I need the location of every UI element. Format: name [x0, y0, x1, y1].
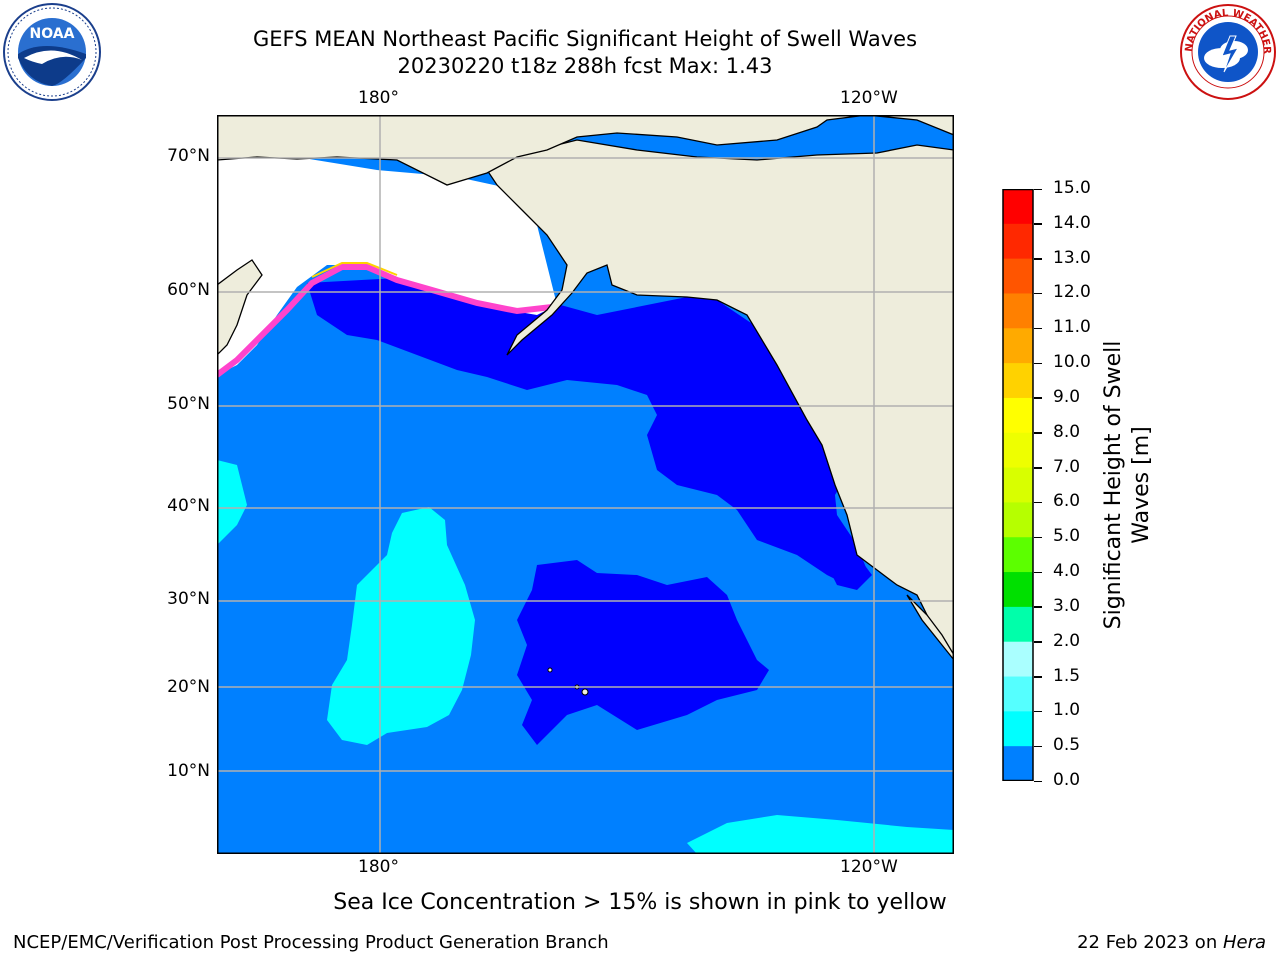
colorbar-segment — [1003, 711, 1033, 747]
swell-region-low-coast — [817, 515, 872, 590]
colorbar-segment — [1003, 502, 1033, 538]
noaa-logo: NOAA — [3, 3, 101, 101]
colorbar-frame — [1002, 189, 1034, 781]
colorbar-tick — [1034, 188, 1042, 190]
colorbar-segment — [1003, 432, 1033, 469]
lon-label-top-120w: 120°W — [840, 88, 898, 108]
colorbar-segment — [1003, 676, 1033, 712]
colorbar-title-line2: Waves [m] — [1129, 426, 1154, 544]
footer-date: 22 Feb 2023 on — [1077, 932, 1223, 953]
colorbar-tick-label: 3.0 — [1053, 595, 1081, 616]
swell-region-low-gulf-alaska — [307, 277, 867, 585]
swell-region-high-edge — [217, 460, 247, 545]
map-title: GEFS MEAN Northeast Pacific Significant … — [252, 27, 918, 51]
hawaii-big-island — [581, 688, 589, 696]
swell-height-map — [217, 115, 954, 854]
colorbar-tick-label: 0.5 — [1053, 735, 1081, 756]
land-baja — [906, 594, 954, 662]
swell-region-low-central — [517, 560, 769, 745]
colorbar-tick — [1034, 501, 1042, 504]
colorbar-tick-label: 10.0 — [1053, 352, 1091, 373]
colorbar-tick-label: 14.0 — [1053, 212, 1091, 233]
colorbar-tick — [1034, 745, 1042, 748]
swell-region-high-west — [327, 507, 475, 745]
colorbar-tick — [1034, 606, 1042, 608]
colorbar-tick — [1034, 710, 1042, 713]
colorbar-segment — [1003, 293, 1033, 329]
colorbar-title: Significant Height of Swell Waves [m] — [1100, 341, 1156, 630]
colorbar-tick — [1034, 571, 1042, 574]
nws-logo: NATIONAL WEATHER SERVICE — [1178, 2, 1276, 100]
lat-label-30n: 30°N — [167, 589, 210, 609]
colorbar-tick-label: 8.0 — [1053, 421, 1081, 442]
lon-label-bottom-120w: 120°W — [840, 857, 898, 877]
lat-label-60n: 60°N — [167, 280, 210, 300]
colorbar-segment — [1003, 223, 1033, 260]
colorbar-segment — [1003, 258, 1033, 294]
colorbar-tick-label: 0.0 — [1053, 770, 1081, 790]
colorbar-segment — [1003, 189, 1033, 225]
footer-host: Hera — [1222, 932, 1266, 953]
colorbar-tick-label: 11.0 — [1053, 317, 1091, 338]
land-siberia-east — [217, 259, 263, 356]
colorbar-segment — [1003, 606, 1033, 643]
colorbar-tick-label: 4.0 — [1053, 561, 1081, 582]
map-frame — [217, 115, 954, 854]
colorbar-tick-label: 1.5 — [1053, 665, 1081, 686]
swell-region-high-southeast — [687, 815, 954, 854]
colorbar-segment — [1003, 397, 1033, 434]
colorbar-tick-label: 13.0 — [1053, 247, 1091, 268]
colorbar-segment — [1003, 363, 1033, 399]
colorbar-tick — [1034, 780, 1042, 782]
colorbar-tick-label: 7.0 — [1053, 456, 1081, 477]
lon-label-bottom-180: 180° — [358, 857, 399, 877]
colorbar-tick — [1034, 327, 1042, 330]
footer-left: NCEP/EMC/Verification Post Processing Pr… — [13, 932, 609, 953]
map-gridlines — [217, 115, 954, 854]
sea-ice-edge — [217, 264, 553, 378]
colorbar-segment — [1003, 537, 1033, 573]
colorbar-segment — [1003, 746, 1033, 781]
colorbar-tick-label: 5.0 — [1053, 526, 1081, 547]
colorbar-tick-label: 1.0 — [1053, 700, 1081, 721]
lat-label-10n: 10°N — [167, 761, 210, 781]
lon-label-top-180: 180° — [358, 88, 399, 108]
land-alaska-canada — [486, 139, 954, 657]
colorbar-tick — [1034, 362, 1042, 365]
svg-text:NOAA: NOAA — [30, 26, 75, 42]
colorbar-tick-label: 15.0 — [1053, 178, 1091, 198]
colorbar-title-line1: Significant Height of Swell — [1101, 340, 1126, 630]
colorbar-tick — [1034, 397, 1042, 399]
colorbar-tick — [1034, 536, 1042, 539]
lat-label-70n: 70°N — [167, 146, 210, 166]
colorbar-tick — [1034, 467, 1042, 469]
colorbar-tick — [1034, 223, 1042, 225]
sea-ice-edge-inner — [311, 262, 398, 278]
colorbar-segment — [1003, 572, 1033, 608]
colorbar-segment — [1003, 328, 1033, 364]
footer-right: 22 Feb 2023 on Hera — [1077, 932, 1266, 953]
lat-label-20n: 20°N — [167, 677, 210, 697]
colorbar-tick-label: 6.0 — [1053, 491, 1081, 512]
colorbar-tick — [1034, 432, 1042, 434]
sea-ice-region — [217, 155, 557, 375]
colorbar-tick — [1034, 258, 1042, 260]
lat-label-50n: 50°N — [167, 394, 210, 414]
colorbar-tick-label: 12.0 — [1053, 282, 1091, 303]
colorbar-tick — [1034, 676, 1042, 678]
lat-label-40n: 40°N — [167, 496, 210, 516]
colorbar — [1002, 189, 1034, 781]
colorbar-tick — [1034, 292, 1042, 295]
colorbar-segment — [1003, 467, 1033, 503]
colorbar-tick-label: 2.0 — [1053, 630, 1081, 651]
hawaii-kauai — [547, 667, 553, 673]
colorbar-tick-label: 9.0 — [1053, 386, 1081, 407]
map-subtitle: 20230220 t18z 288h fcst Max: 1.43 — [397, 54, 773, 78]
sea-ice-caption: Sea Ice Concentration > 15% is shown in … — [333, 890, 947, 915]
colorbar-tick — [1034, 641, 1042, 643]
colorbar-segment — [1003, 641, 1033, 678]
